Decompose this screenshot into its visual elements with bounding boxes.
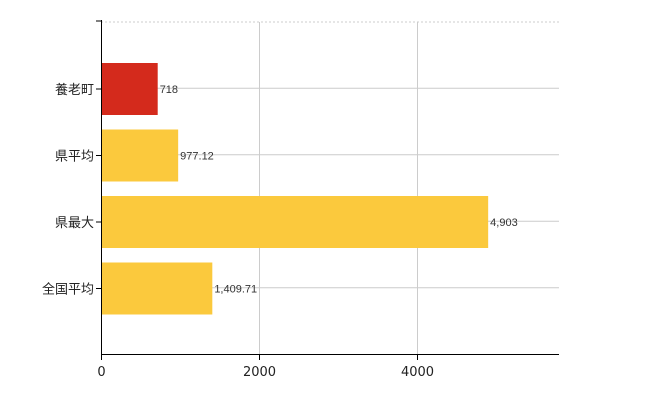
x-tick-label-2: 2000 [243,365,276,380]
axes [96,20,559,360]
category-label-2: 県平均 [55,150,94,165]
x-tick-label-1: 0 [97,365,105,380]
data-label-3: 4,903 [490,217,518,229]
bar-1 [102,63,158,115]
bars [102,63,489,315]
bar-4 [102,262,213,315]
category-label-1: 養老町 [55,82,94,98]
bar-3 [102,196,489,248]
category-label-3: 県最大 [55,216,94,231]
bar-2 [102,129,179,182]
labels: 718 養老町 977.12 県平均 4,903 県最大 1,409.71 全国平均 0 2000… [42,82,518,380]
x-tick-label-3: 4000 [401,365,434,380]
data-label-2: 977.12 [180,151,214,163]
data-label-1: 718 [160,84,178,96]
category-label-4: 全国平均 [42,282,94,298]
data-label-4: 1,409.71 [214,284,257,296]
